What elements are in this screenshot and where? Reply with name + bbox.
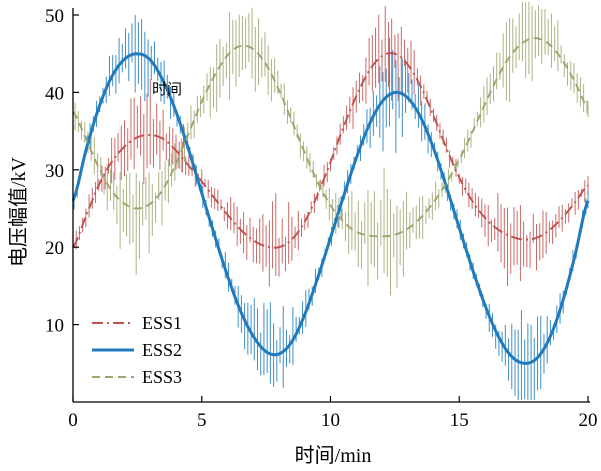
y-tick-label: 10 bbox=[45, 316, 64, 337]
axes bbox=[72, 8, 590, 403]
x-tick-label: 0 bbox=[68, 410, 78, 431]
x-tick-label: 20 bbox=[579, 410, 598, 431]
y-axis-ticks: 10 20 30 40 50 bbox=[45, 6, 79, 337]
x-axis-title: 时间/min bbox=[295, 444, 372, 467]
series-lines bbox=[71, 37, 590, 365]
x-tick-label: 10 bbox=[321, 410, 340, 431]
x-axis-ticks: 0 5 10 15 20 bbox=[68, 396, 598, 431]
legend: ESS1 ESS2 ESS3 bbox=[92, 313, 182, 387]
chart-annotation: 时间 bbox=[152, 81, 182, 98]
y-tick-label: 20 bbox=[45, 238, 64, 259]
ess3-series-line bbox=[72, 37, 589, 238]
ess1-series-line bbox=[72, 52, 589, 249]
legend-label-ess2: ESS2 bbox=[142, 340, 182, 360]
x-tick-label: 5 bbox=[197, 410, 207, 431]
measurement-ticks bbox=[72, 2, 589, 400]
x-tick-label: 15 bbox=[450, 410, 469, 431]
legend-label-ess1: ESS1 bbox=[142, 313, 182, 333]
ess2-series-line bbox=[71, 52, 590, 365]
y-tick-label: 50 bbox=[45, 6, 64, 27]
y-axis-title: 电压幅值/kV bbox=[7, 156, 30, 267]
legend-label-ess3: ESS3 bbox=[142, 367, 182, 387]
y-tick-label: 30 bbox=[45, 161, 64, 182]
y-tick-label: 40 bbox=[45, 83, 64, 104]
